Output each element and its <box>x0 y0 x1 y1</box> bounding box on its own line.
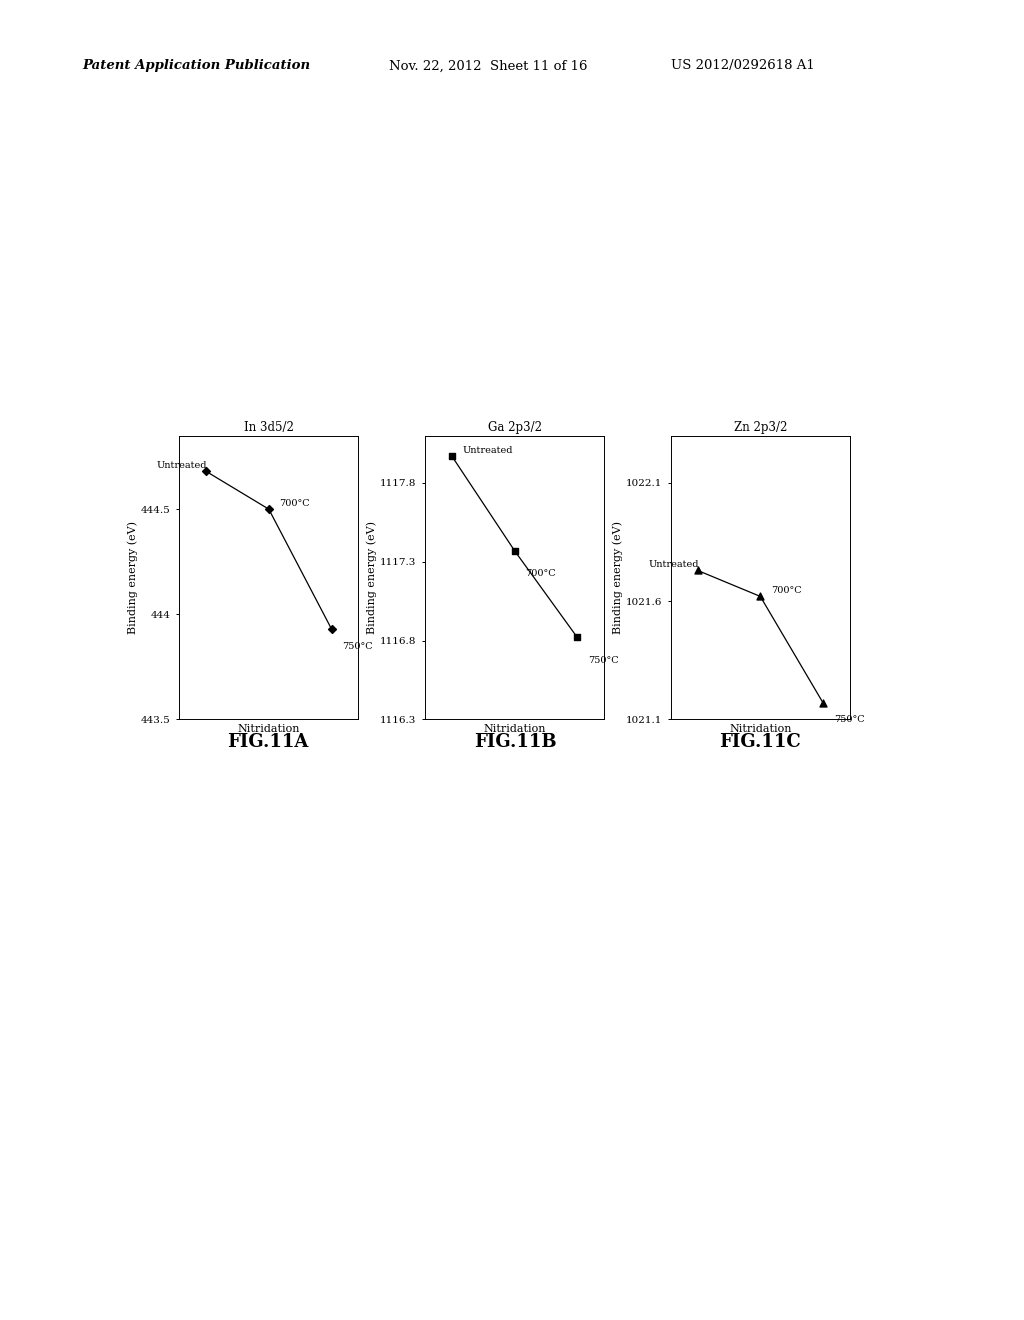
Point <box>689 560 706 581</box>
Text: FIG.11B: FIG.11B <box>474 733 556 751</box>
Text: 750°C: 750°C <box>342 642 373 651</box>
Text: 700°C: 700°C <box>525 569 556 578</box>
X-axis label: Nitridation: Nitridation <box>238 723 300 734</box>
Point <box>569 627 586 648</box>
Point <box>198 461 214 482</box>
Title: Zn 2p3/2: Zn 2p3/2 <box>733 421 787 434</box>
Text: FIG.11A: FIG.11A <box>227 733 309 751</box>
Text: Patent Application Publication: Patent Application Publication <box>82 59 310 73</box>
Text: Nov. 22, 2012  Sheet 11 of 16: Nov. 22, 2012 Sheet 11 of 16 <box>389 59 588 73</box>
Point <box>815 692 831 713</box>
X-axis label: Nitridation: Nitridation <box>483 723 546 734</box>
Point <box>260 499 276 520</box>
Text: 700°C: 700°C <box>280 499 310 508</box>
Title: In 3d5/2: In 3d5/2 <box>244 421 294 434</box>
Point <box>752 586 768 607</box>
Point <box>506 540 522 561</box>
Text: 700°C: 700°C <box>771 586 802 595</box>
Y-axis label: Binding energy (eV): Binding energy (eV) <box>367 521 378 634</box>
Text: Untreated: Untreated <box>157 461 207 470</box>
Text: FIG.11C: FIG.11C <box>719 733 801 751</box>
Text: Untreated: Untreated <box>463 446 513 455</box>
X-axis label: Nitridation: Nitridation <box>729 723 792 734</box>
Y-axis label: Binding energy (eV): Binding energy (eV) <box>128 521 138 634</box>
Point <box>324 619 340 640</box>
Text: 750°C: 750°C <box>588 656 618 664</box>
Text: Untreated: Untreated <box>648 560 698 569</box>
Point <box>443 446 460 467</box>
Title: Ga 2p3/2: Ga 2p3/2 <box>487 421 542 434</box>
Text: 750°C: 750°C <box>834 715 864 725</box>
Text: US 2012/0292618 A1: US 2012/0292618 A1 <box>671 59 814 73</box>
Y-axis label: Binding energy (eV): Binding energy (eV) <box>612 521 624 634</box>
